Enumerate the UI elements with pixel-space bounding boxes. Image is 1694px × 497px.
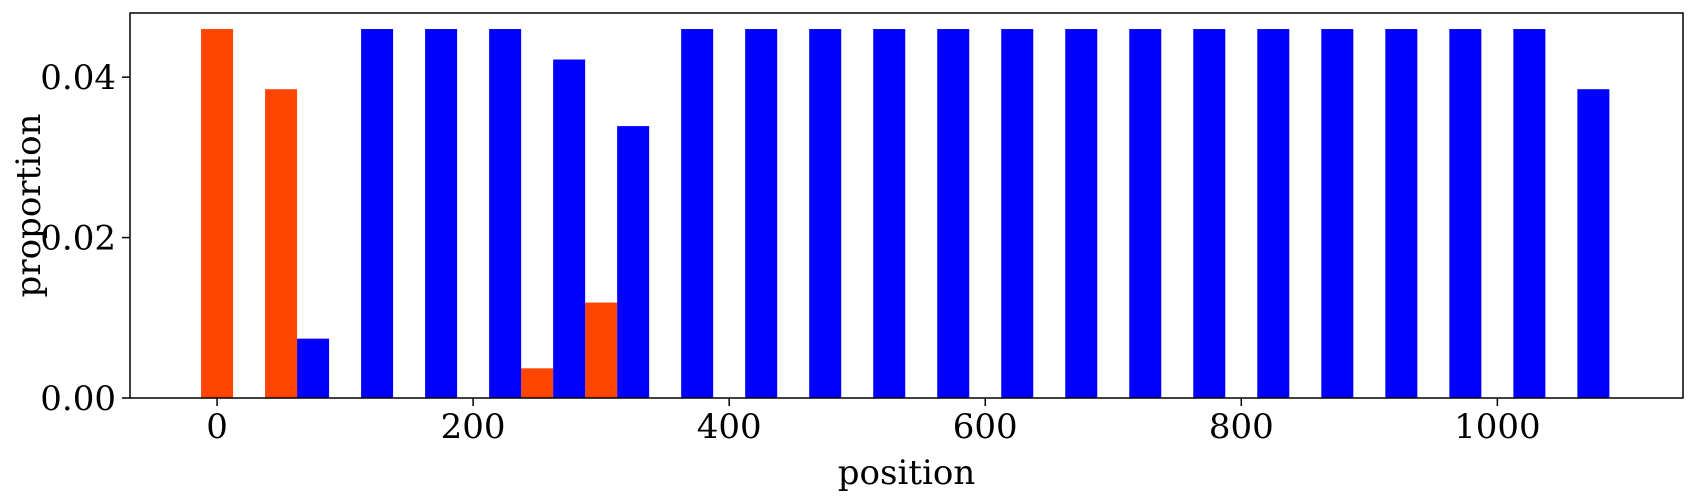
bar-series-2-7 — [745, 29, 778, 399]
bar-series-2-2 — [425, 29, 458, 399]
x-tick-label: 400 — [697, 407, 762, 447]
x-tick-label: 1000 — [1454, 407, 1541, 447]
bar-series-2-13 — [1129, 29, 1162, 399]
bar-series-2-19 — [1513, 29, 1546, 399]
bar-series-1-3 — [585, 302, 618, 398]
bar-series-1-1 — [265, 89, 298, 399]
y-axis-title: proportion — [9, 114, 49, 298]
bar-series-2-4 — [553, 59, 586, 398]
bar-series-2-11 — [1001, 29, 1034, 399]
y-tick-label: 0.00 — [40, 379, 116, 419]
plot-frame — [129, 12, 1684, 399]
y-tick-label: 0.02 — [40, 219, 116, 259]
bar-series-2-17 — [1385, 29, 1418, 399]
bar-series-2-15 — [1257, 29, 1290, 399]
x-tick-label: 200 — [441, 407, 506, 447]
bar-series-2-8 — [809, 29, 842, 399]
bar-series-2-14 — [1193, 29, 1226, 399]
bar-series-1-2 — [521, 368, 554, 398]
bar-series-2-16 — [1321, 29, 1354, 399]
bar-series-2-3 — [489, 29, 522, 399]
y-tick-label: 0.04 — [40, 58, 116, 98]
x-tick-label: 0 — [206, 407, 228, 447]
bar-series-2-6 — [681, 29, 714, 399]
bar-series-2-12 — [1065, 29, 1098, 399]
bar-series-2-1 — [361, 29, 394, 399]
bar-series-2-10 — [937, 29, 970, 399]
bars-layer — [201, 29, 1610, 399]
bar-series-2-5 — [617, 126, 650, 398]
bar-series-1-0 — [201, 29, 234, 399]
x-axis-title: position — [838, 453, 975, 493]
ticks-layer: 0 200 400 600 800 1000 0.00 0.02 0.04 — [40, 58, 1540, 447]
bar-series-2-20 — [1577, 89, 1610, 399]
bar-series-2-0 — [297, 338, 330, 398]
bar-series-2-9 — [873, 29, 906, 399]
bar-series-2-18 — [1449, 29, 1482, 399]
x-tick-label: 600 — [953, 407, 1018, 447]
x-tick-label: 800 — [1209, 407, 1274, 447]
